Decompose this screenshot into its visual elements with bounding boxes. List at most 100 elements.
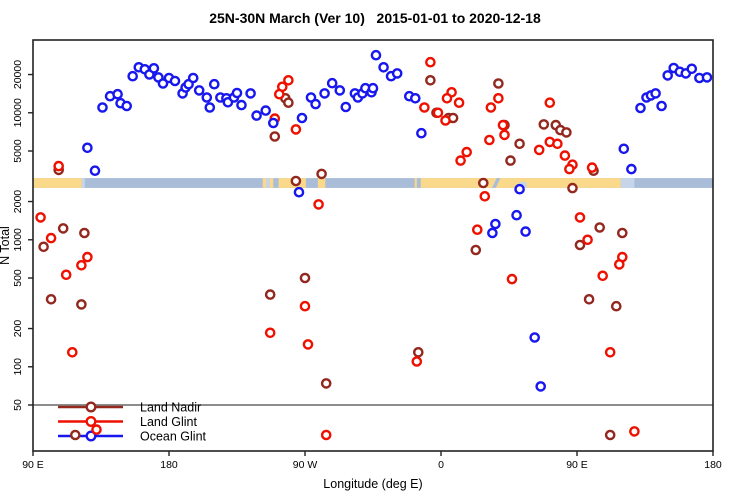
data-point-ocean-glint [208, 78, 220, 90]
data-point-ocean-glint [650, 88, 661, 99]
data-point-land-nadir [477, 177, 489, 189]
data-point-land-nadir [567, 182, 578, 194]
x-tick-label: 90 E [22, 459, 44, 471]
data-point-land-glint [302, 339, 314, 350]
data-point-land-glint [629, 426, 640, 437]
data-point-land-nadir [38, 241, 49, 253]
data-point-land-glint [471, 224, 483, 235]
data-point-ocean-glint [514, 183, 525, 195]
data-point-land-glint [264, 327, 276, 339]
data-point-land-glint [604, 346, 616, 358]
y-tick-label: 100 [12, 358, 24, 376]
chart-title: 25N-30N March (Ver 10) 2015-01-01 to 202… [209, 10, 541, 26]
data-point-land-glint [493, 93, 504, 104]
land-strip-segment [269, 178, 274, 188]
x-tick-label: 180 [704, 459, 722, 471]
data-point-land-glint [455, 155, 466, 166]
data-point-land-nadir [611, 300, 622, 312]
x-tick-label: 0 [438, 459, 444, 471]
data-point-ocean-glint [618, 143, 630, 155]
data-point-ocean-glint [656, 100, 667, 112]
data-point-ocean-glint [626, 163, 637, 175]
data-point-ocean-glint [409, 93, 421, 104]
data-point-ocean-glint [334, 85, 346, 96]
data-point-land-nadir [514, 138, 525, 150]
data-point-ocean-glint [296, 112, 308, 124]
data-point-ocean-glint [97, 102, 108, 113]
data-point-land-glint [419, 102, 430, 113]
data-point-ocean-glint [319, 88, 330, 99]
data-point-ocean-glint [251, 110, 262, 121]
data-point-land-nadir [493, 78, 504, 89]
data-point-land-glint [574, 212, 586, 223]
data-point-ocean-glint [701, 72, 713, 83]
data-point-ocean-glint [487, 227, 498, 239]
data-point-ocean-glint [490, 218, 501, 230]
data-point-land-nadir [316, 168, 327, 180]
red-sea-notch [492, 178, 501, 188]
legend-marker-2 [85, 430, 97, 442]
data-point-ocean-glint [326, 77, 338, 89]
data-point-land-nadir [538, 119, 550, 130]
y-tick-label: 20000 [12, 60, 24, 89]
data-point-land-glint [586, 162, 598, 173]
data-point-ocean-glint [310, 98, 321, 110]
data-point-land-glint [432, 107, 444, 119]
data-point-ocean-glint [245, 88, 256, 99]
data-point-ocean-glint [367, 82, 379, 94]
data-point-land-glint [67, 346, 78, 358]
legend-marker-1 [85, 416, 97, 428]
data-point-land-nadir [290, 175, 302, 187]
data-point-land-glint [299, 300, 311, 312]
data-point-land-glint [313, 199, 324, 210]
land-strip-segment [317, 178, 326, 188]
land-strip-segment [33, 178, 82, 188]
data-point-land-glint [544, 97, 556, 108]
data-point-land-nadir [264, 289, 276, 300]
data-point-land-glint [485, 102, 497, 113]
coast-strip-segment [266, 178, 270, 188]
data-point-ocean-glint [267, 117, 279, 129]
data-point-land-glint [440, 115, 451, 126]
data-point-land-glint [552, 138, 563, 150]
data-point-ocean-glint [635, 102, 646, 114]
data-point-land-glint [453, 97, 465, 108]
data-point-ocean-glint [520, 226, 531, 237]
data-point-ocean-glint [148, 63, 160, 74]
data-point-ocean-glint [82, 142, 93, 154]
data-point-ocean-glint [378, 62, 389, 73]
data-point-ocean-glint [121, 100, 132, 112]
data-point-ocean-glint [231, 87, 243, 99]
data-point-land-glint [411, 356, 423, 367]
data-point-ocean-glint [511, 209, 522, 221]
data-point-ocean-glint [662, 70, 674, 81]
data-point-land-glint [582, 234, 593, 246]
data-point-ocean-glint [535, 381, 547, 392]
data-point-land-glint [45, 232, 57, 244]
data-point-ocean-glint [391, 68, 403, 79]
data-point-ocean-glint [193, 85, 205, 96]
x-tick-label: 90 W [293, 459, 318, 471]
data-point-land-glint [484, 134, 495, 146]
data-point-land-glint [82, 251, 93, 263]
data-point-land-nadir [604, 429, 616, 441]
data-point-land-nadir [617, 227, 628, 239]
data-point-ocean-glint [187, 72, 199, 84]
data-point-land-nadir [425, 75, 436, 86]
data-point-land-glint [614, 259, 625, 270]
data-point-ocean-glint [89, 165, 101, 176]
data-point-land-nadir [505, 155, 516, 166]
y-tick-label: 200 [12, 320, 24, 338]
data-point-land-nadir [79, 227, 90, 239]
data-point-ocean-glint [529, 332, 541, 343]
y-axis-title: N Total [0, 226, 12, 265]
legend-label-0: Land Nadir [140, 401, 201, 415]
data-point-land-nadir [574, 239, 586, 251]
legend-marker-0 [85, 401, 97, 413]
data-point-land-nadir [412, 346, 424, 358]
data-point-land-glint [35, 212, 46, 223]
data-point-ocean-glint [204, 102, 216, 113]
data-point-land-glint [320, 429, 332, 441]
